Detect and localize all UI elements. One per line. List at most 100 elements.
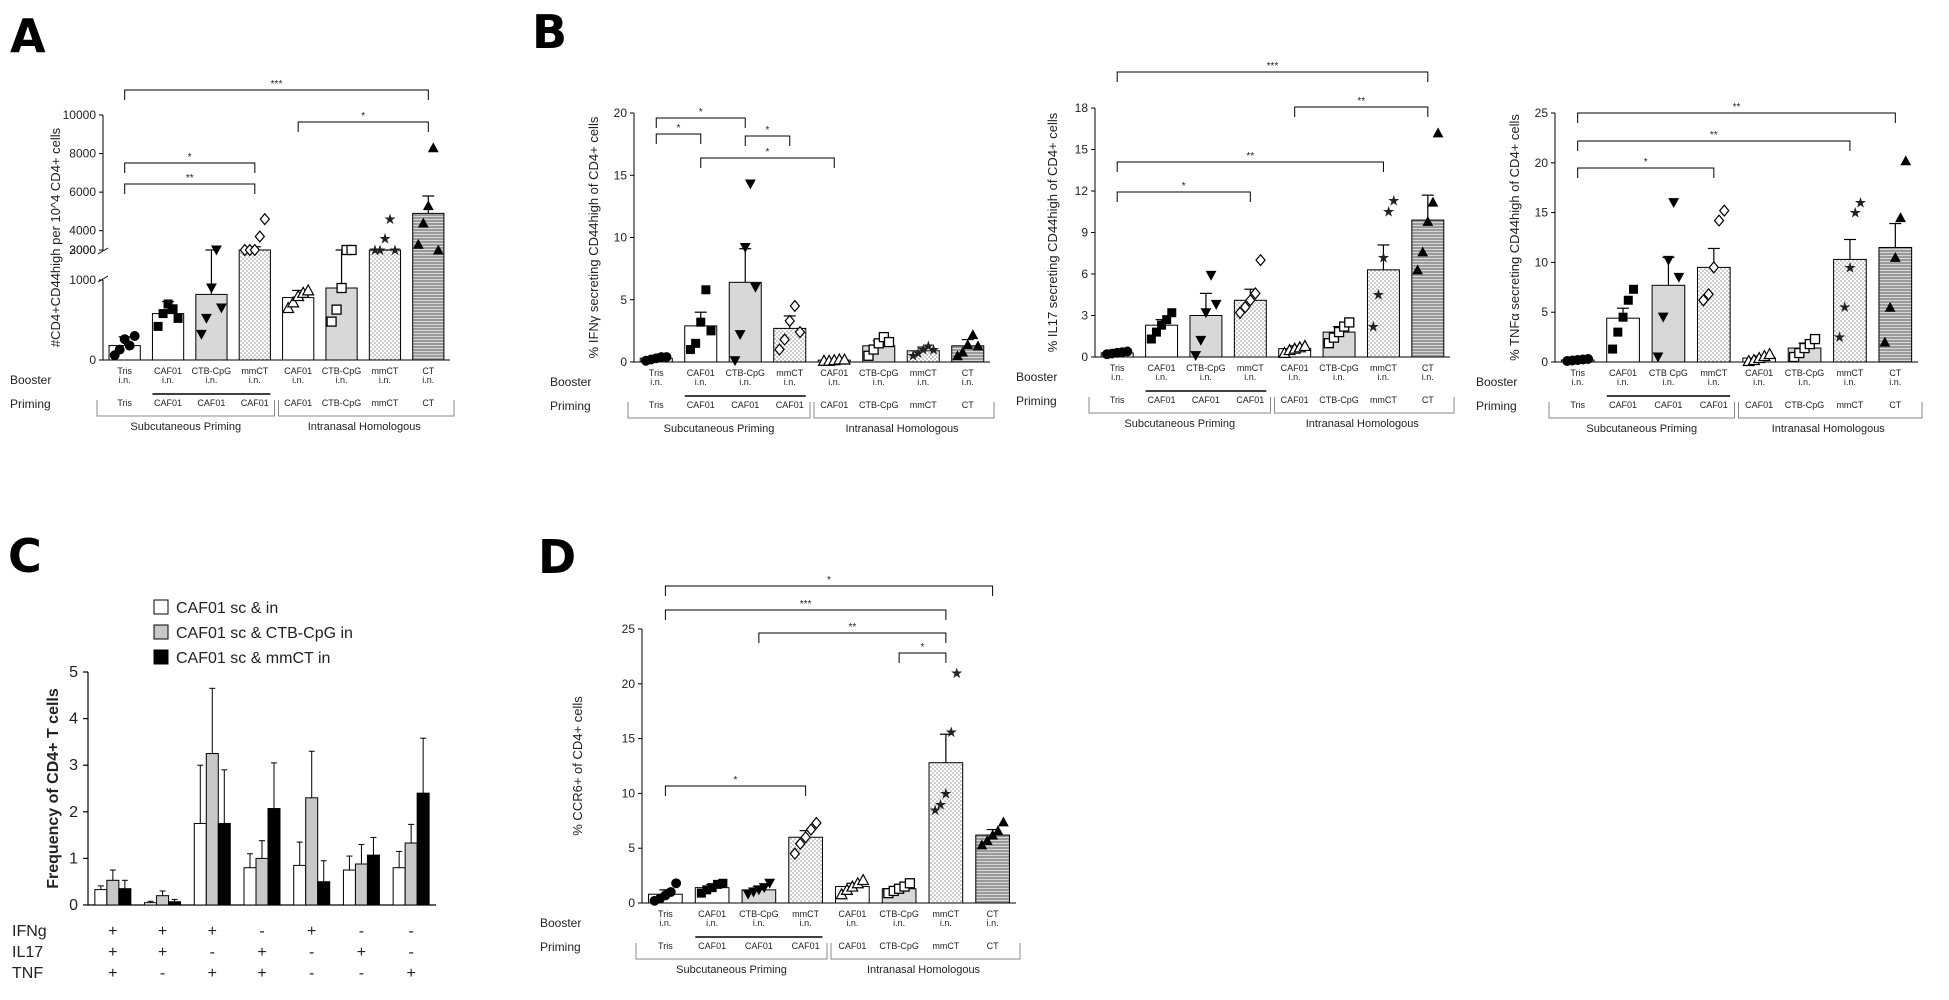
booster-tick-label: mmCT [1700, 368, 1727, 378]
booster-tick-label: i.n. [753, 918, 765, 928]
combo-sign: - [210, 944, 215, 961]
data-point [976, 839, 988, 850]
booster-row-label: Booster [10, 373, 51, 387]
combo-sign: + [406, 965, 415, 982]
data-point [1629, 284, 1639, 294]
legend-swatch [153, 649, 169, 665]
priming-tick-label: Tris [649, 400, 664, 410]
data-point [750, 282, 761, 293]
data-point [696, 888, 706, 898]
priming-tick-label: CT [987, 941, 999, 951]
bar [144, 902, 158, 906]
data-point [661, 352, 672, 362]
booster-tick-label: CAF01 [1281, 363, 1309, 373]
data-point [758, 883, 770, 894]
data-point [1698, 293, 1709, 307]
booster-tick-label: i.n. [1200, 372, 1212, 382]
significance-bracket [664, 609, 947, 620]
y-axis-label: % IL17 secreting CD44high of CD4+ cells [1045, 112, 1060, 352]
y-tick-label: 15 [622, 732, 636, 746]
data-point [805, 823, 817, 836]
booster-tick-label: CAF01 [284, 366, 312, 376]
axis-break-mark [97, 275, 109, 283]
booster-tick-label: CAF01 [1609, 368, 1637, 378]
booster-tick-label: i.n. [1156, 372, 1168, 382]
data-point [972, 340, 984, 351]
y-tick-label: 12 [1075, 184, 1089, 198]
priming-tick-label: CAF01 [284, 398, 312, 408]
booster-tick-label: i.n. [659, 918, 671, 928]
data-point [744, 179, 756, 190]
combo-row-label: IL17 [12, 944, 43, 961]
priming-tick-label: CAF01 [154, 398, 182, 408]
booster-tick-label: Tris [1570, 368, 1585, 378]
data-point [158, 309, 168, 319]
data-point: ★ [1382, 205, 1395, 221]
data-point [281, 301, 295, 314]
data-point [1255, 253, 1266, 267]
y-tick-label: 6000 [69, 185, 96, 199]
significance-bracket [1577, 112, 1896, 123]
booster-tick-label: CT [1422, 363, 1434, 373]
significance-label: * [734, 775, 738, 786]
data-point [1657, 312, 1669, 323]
data-point [789, 299, 801, 313]
chart-panel-b-tnfa: 0 5 10 15 20 25 % TNFα secreting CD44high of C… [1476, 102, 1923, 435]
y-tick-label: 3 [69, 757, 78, 774]
group-bracket [278, 400, 455, 417]
priming-tick-label: CAF01 [731, 400, 759, 410]
data-point: ★ [378, 231, 391, 247]
chart-panel-c: 0 1 2 3 4 5 Frequency of CD4+ T cells IFNg + + + - +… [12, 599, 436, 982]
y-tick-label: 2000 [69, 243, 96, 257]
booster-tick-label: CAF01 [687, 368, 715, 378]
data-point [856, 873, 870, 886]
significance-bracket [124, 183, 256, 194]
priming-tick-label: CAF01 [1745, 400, 1773, 410]
priming-tick-label: CAF01 [1281, 395, 1309, 405]
significance-bracket [664, 585, 994, 596]
y-tick-label: 5 [1541, 305, 1548, 319]
priming-tick-label: CAF01 [1700, 400, 1728, 410]
data-point [173, 313, 183, 323]
significance-bracket [744, 135, 791, 146]
data-point [196, 329, 207, 340]
data-point [1718, 204, 1730, 217]
priming-tick-label: mmCT [371, 398, 398, 408]
priming-tick-label: mmCT [910, 400, 937, 410]
significance-label: * [766, 147, 770, 158]
booster-tick-label: i.n. [917, 377, 929, 387]
data-point [432, 244, 444, 255]
significance-bracket [700, 157, 835, 168]
data-point [701, 285, 711, 295]
group-bracket [1548, 402, 1735, 419]
y-tick-label: 25 [1535, 106, 1549, 120]
booster-tick-label: mmCT [1836, 368, 1863, 378]
priming-tick-label: CAF01 [1192, 395, 1220, 405]
data-point [1889, 252, 1901, 262]
priming-tick-label: Tris [1570, 400, 1585, 410]
data-point [967, 329, 979, 340]
data-point [794, 325, 806, 339]
significance-label: ** [1710, 130, 1718, 141]
booster-tick-label: CT [962, 368, 974, 378]
chart-panel-b-il17: 0 3 6 9 12 15 18 % IL17 secreting CD44high of C… [1016, 61, 1455, 430]
data-point [713, 879, 723, 889]
booster-tick-label: CTB-CpG [322, 366, 362, 376]
combo-sign: + [208, 923, 217, 940]
data-point [671, 878, 682, 889]
y-tick-label: 10 [622, 786, 636, 800]
data-point [1703, 287, 1714, 301]
data-point: ★ [934, 797, 947, 813]
significance-bracket [1116, 191, 1251, 202]
y-tick-label: 0 [620, 355, 627, 369]
booster-tick-label: i.n. [940, 918, 952, 928]
booster-tick-label: i.n. [1708, 377, 1720, 387]
priming-row-label: Priming [540, 940, 581, 954]
y-tick-label: 5 [69, 664, 78, 681]
group-bracket [96, 400, 275, 417]
priming-tick-label: CT [1422, 395, 1434, 405]
data-point [1245, 293, 1256, 307]
data-point: ★ [917, 343, 930, 359]
significance-bracket [1577, 140, 1851, 151]
booster-tick-label: mmCT [932, 909, 959, 919]
